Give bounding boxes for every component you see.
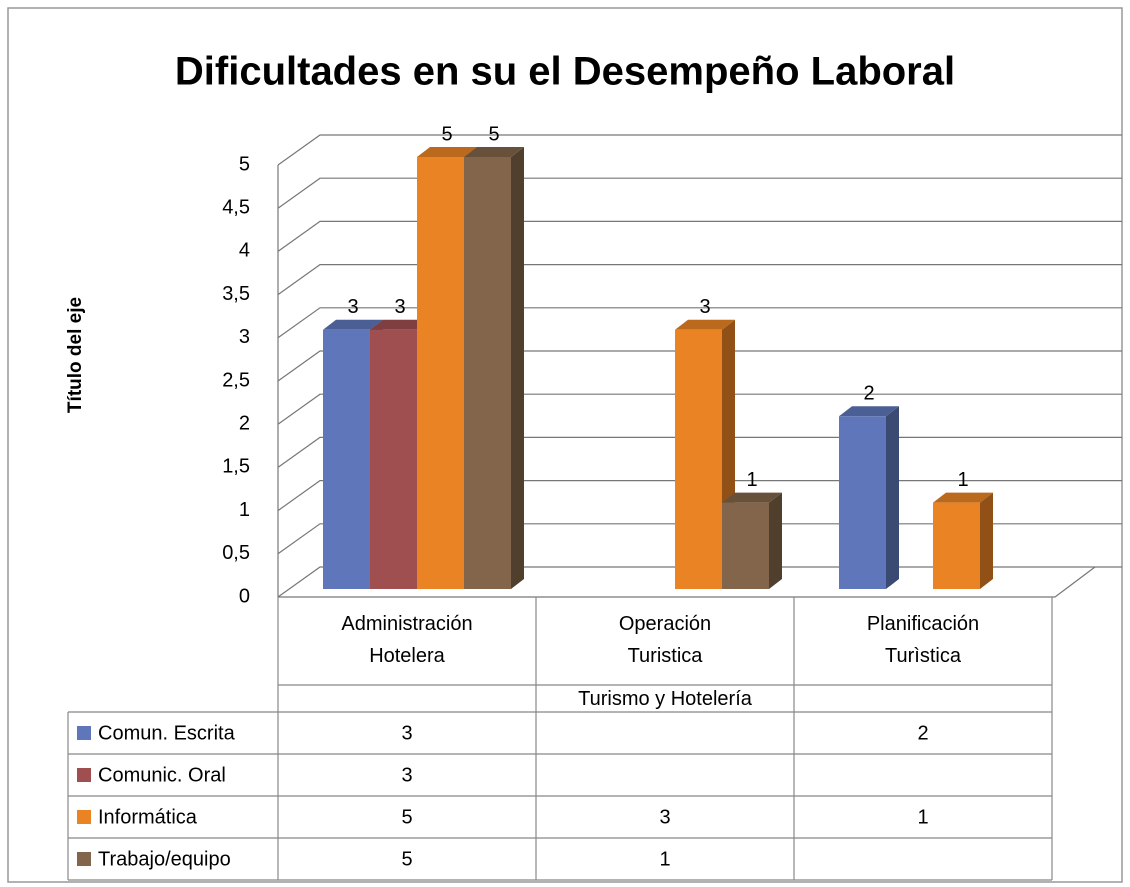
x-group-label: Turismo y Hotelería — [578, 688, 753, 710]
bar-top — [323, 319, 383, 330]
bar-top — [839, 406, 899, 417]
grid-line — [277, 393, 1122, 425]
bar — [722, 492, 782, 589]
y-tick-label: 4,5 — [222, 196, 250, 218]
bar-top — [933, 492, 993, 503]
grid-line — [277, 307, 1122, 339]
bar-front — [675, 329, 722, 589]
table-value: 1 — [659, 848, 670, 870]
bar-front — [323, 329, 370, 589]
x-tick-label: Planificación Turìstica — [866, 613, 980, 667]
bar-front — [370, 329, 417, 589]
grid-line — [277, 220, 1122, 252]
bar — [464, 147, 524, 589]
table-value: 5 — [401, 848, 412, 870]
bar-top — [370, 319, 430, 330]
y-tick-label: 2 — [239, 412, 250, 434]
bar-front — [722, 502, 769, 589]
bar-side — [980, 492, 993, 589]
bar-front — [839, 416, 886, 589]
table-value: 3 — [659, 806, 670, 828]
data-label: 1 — [746, 469, 757, 491]
bar-top — [722, 492, 782, 503]
table-value: 5 — [401, 806, 412, 828]
x-tick-label: Administración Hotelera — [341, 613, 473, 667]
chart-title: Dificultades en su el Desempeño Laboral — [175, 50, 955, 94]
bar-top — [417, 147, 477, 157]
data-label: 3 — [699, 296, 710, 318]
legend-key — [77, 852, 91, 866]
y-tick-label: 0 — [239, 585, 250, 607]
bar-top — [675, 319, 735, 330]
bar-side — [511, 147, 524, 589]
table-value: 1 — [917, 806, 928, 828]
x-tick-label: Operación Turistica — [618, 613, 712, 667]
legend-label: Trabajo/equipo — [98, 848, 231, 870]
grid-line — [277, 264, 1122, 296]
bar — [839, 406, 899, 589]
y-tick-label: 1,5 — [222, 456, 250, 478]
legend-label: Comunic. Oral — [98, 764, 226, 786]
legend-label: Informática — [98, 806, 198, 828]
grid-line — [277, 134, 1122, 166]
y-axis-title: Título del eje — [65, 297, 86, 413]
grid-line — [277, 177, 1122, 209]
legend-key — [77, 726, 91, 740]
floor-edge — [278, 566, 1096, 598]
data-label: 5 — [441, 123, 452, 145]
bar-front — [417, 157, 464, 589]
y-tick-label: 3,5 — [222, 283, 250, 305]
legend-key — [77, 768, 91, 782]
y-tick-label: 0,5 — [222, 542, 250, 564]
chart-border — [7, 7, 1123, 883]
y-tick-label: 3 — [239, 326, 250, 348]
data-label: 2 — [863, 382, 874, 404]
data-label: 1 — [957, 469, 968, 491]
table-value: 2 — [917, 722, 928, 744]
bar-side — [769, 492, 782, 589]
data-label: 5 — [488, 123, 499, 145]
grid-line — [277, 350, 1122, 382]
y-tick-label: 4 — [239, 240, 250, 262]
bar-top — [464, 147, 524, 157]
data-label: 3 — [394, 296, 405, 318]
y-tick-label: 1 — [239, 499, 250, 521]
bar — [933, 492, 993, 589]
y-tick-label: 2,5 — [222, 369, 250, 391]
legend-key — [77, 810, 91, 824]
y-tick-label: 5 — [239, 153, 250, 175]
table-value: 3 — [401, 764, 412, 786]
legend-label: Comun. Escrita — [98, 722, 236, 744]
data-label: 3 — [347, 296, 358, 318]
bar-front — [933, 502, 980, 589]
table-value: 3 — [401, 722, 412, 744]
bar-side — [886, 406, 899, 589]
bar-front — [464, 157, 511, 589]
